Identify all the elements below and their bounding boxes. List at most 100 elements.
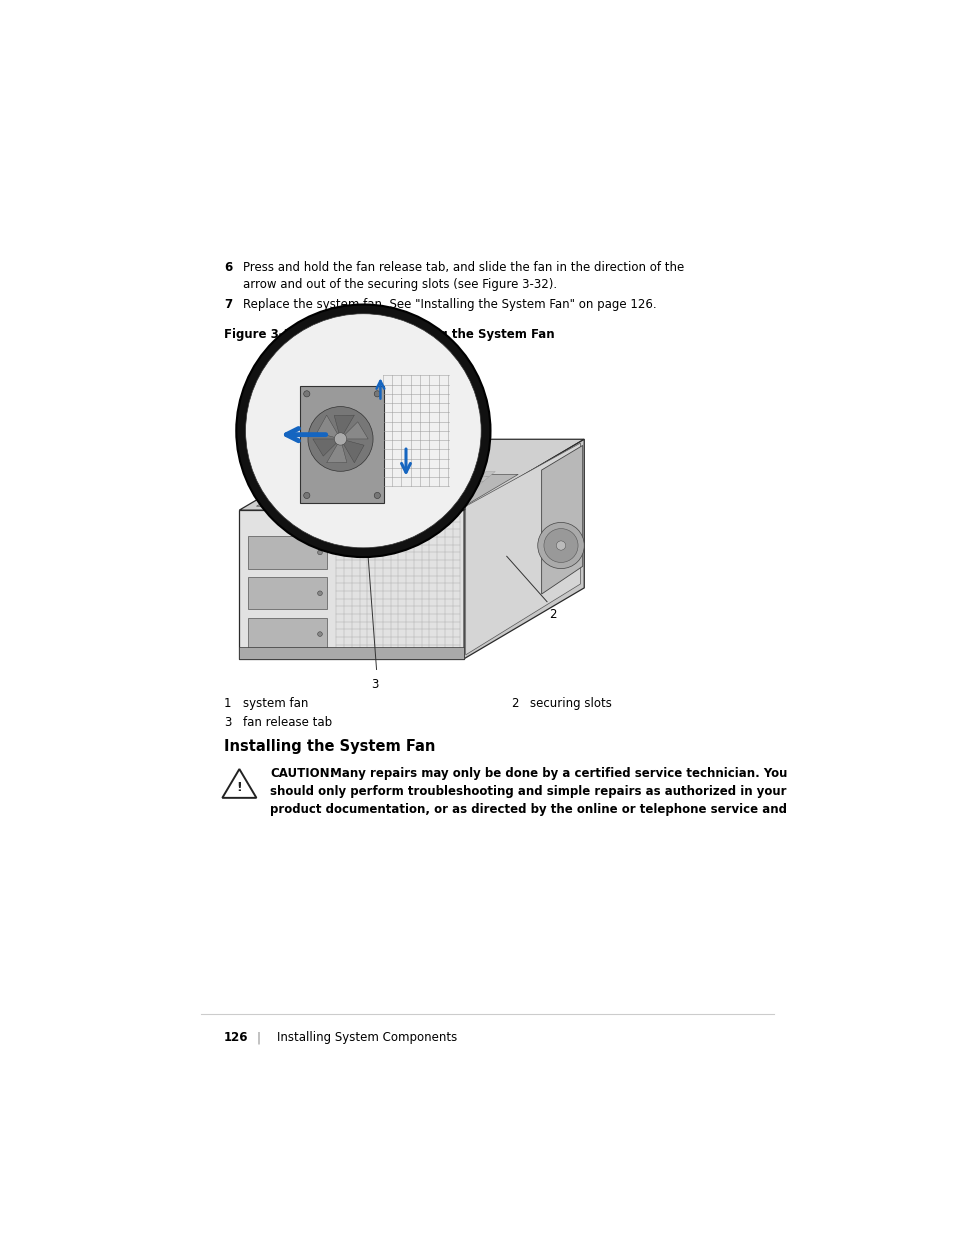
Circle shape	[317, 632, 322, 636]
Text: fan release tab: fan release tab	[243, 716, 332, 730]
Circle shape	[303, 493, 310, 499]
Polygon shape	[422, 501, 437, 506]
Polygon shape	[390, 501, 405, 506]
Text: Press and hold the fan release tab, and slide the fan in the direction of the: Press and hold the fan release tab, and …	[243, 262, 684, 274]
Polygon shape	[433, 501, 448, 506]
Polygon shape	[378, 501, 394, 506]
Polygon shape	[425, 472, 440, 477]
Polygon shape	[346, 474, 428, 506]
Polygon shape	[411, 501, 426, 506]
Polygon shape	[469, 472, 484, 477]
Text: Installing System Components: Installing System Components	[276, 1031, 456, 1045]
Polygon shape	[334, 415, 354, 435]
Polygon shape	[396, 487, 412, 492]
Polygon shape	[430, 477, 445, 482]
Text: CAUTION:: CAUTION:	[270, 767, 335, 779]
Polygon shape	[419, 477, 435, 482]
Text: Figure 3-32.: Figure 3-32.	[224, 329, 304, 341]
Polygon shape	[417, 496, 433, 501]
Polygon shape	[256, 474, 338, 506]
Polygon shape	[395, 496, 411, 501]
Polygon shape	[474, 477, 489, 482]
Polygon shape	[424, 482, 439, 487]
Polygon shape	[401, 492, 416, 496]
Circle shape	[374, 493, 380, 499]
Text: 1: 1	[380, 308, 388, 321]
Polygon shape	[409, 477, 424, 482]
Polygon shape	[450, 496, 465, 501]
Polygon shape	[461, 487, 476, 492]
FancyBboxPatch shape	[248, 618, 327, 651]
Text: Replace the system fan. See "Installing the System Fan" on page 126.: Replace the system fan. See "Installing …	[243, 298, 657, 310]
Polygon shape	[440, 487, 456, 492]
Polygon shape	[326, 443, 347, 463]
Polygon shape	[391, 492, 406, 496]
Circle shape	[317, 550, 322, 555]
Polygon shape	[445, 492, 460, 496]
Polygon shape	[446, 482, 461, 487]
Text: product documentation, or as directed by the online or telephone service and: product documentation, or as directed by…	[270, 804, 786, 816]
Polygon shape	[434, 492, 449, 496]
Polygon shape	[400, 501, 416, 506]
FancyBboxPatch shape	[248, 536, 327, 568]
Polygon shape	[239, 510, 464, 658]
Circle shape	[537, 522, 583, 568]
Polygon shape	[452, 477, 467, 482]
FancyBboxPatch shape	[299, 387, 384, 503]
Polygon shape	[479, 472, 495, 477]
Text: 7: 7	[224, 298, 232, 310]
Polygon shape	[406, 496, 421, 501]
Circle shape	[308, 406, 373, 472]
Polygon shape	[343, 422, 368, 438]
Text: 2: 2	[549, 608, 557, 621]
FancyBboxPatch shape	[248, 577, 327, 609]
Polygon shape	[391, 474, 473, 506]
Circle shape	[245, 314, 480, 548]
Circle shape	[374, 390, 380, 396]
Polygon shape	[462, 477, 478, 482]
Circle shape	[334, 432, 346, 445]
Polygon shape	[423, 492, 438, 496]
Text: |: |	[256, 1031, 260, 1045]
Circle shape	[236, 305, 490, 557]
Text: 2: 2	[510, 698, 517, 710]
Polygon shape	[429, 487, 444, 492]
Polygon shape	[428, 496, 443, 501]
Polygon shape	[407, 487, 422, 492]
Polygon shape	[412, 492, 428, 496]
Polygon shape	[465, 443, 579, 655]
Polygon shape	[313, 438, 336, 456]
Polygon shape	[414, 482, 429, 487]
Polygon shape	[468, 482, 483, 487]
Circle shape	[543, 529, 578, 562]
Circle shape	[317, 592, 322, 595]
Polygon shape	[343, 440, 364, 463]
Polygon shape	[456, 482, 472, 487]
Text: securing slots: securing slots	[530, 698, 611, 710]
Polygon shape	[384, 496, 399, 501]
Text: Removing and Installing the System Fan: Removing and Installing the System Fan	[287, 329, 555, 341]
Polygon shape	[316, 415, 337, 437]
Polygon shape	[436, 474, 517, 506]
Polygon shape	[451, 487, 466, 492]
Circle shape	[556, 541, 565, 550]
Polygon shape	[541, 446, 582, 594]
Polygon shape	[447, 472, 462, 477]
Text: 6: 6	[224, 262, 232, 274]
Text: system fan: system fan	[243, 698, 309, 710]
Text: arrow and out of the securing slots (see Figure 3-32).: arrow and out of the securing slots (see…	[243, 278, 557, 291]
Polygon shape	[457, 472, 473, 477]
Polygon shape	[456, 492, 471, 496]
Polygon shape	[418, 487, 434, 492]
Text: !: !	[236, 781, 242, 794]
Text: 3: 3	[224, 716, 231, 730]
Polygon shape	[436, 472, 452, 477]
Circle shape	[303, 390, 310, 396]
Polygon shape	[435, 482, 450, 487]
Polygon shape	[464, 440, 583, 658]
Polygon shape	[443, 501, 458, 506]
Polygon shape	[301, 474, 383, 506]
Text: Installing the System Fan: Installing the System Fan	[224, 739, 435, 753]
Polygon shape	[402, 482, 417, 487]
Text: 126: 126	[224, 1031, 248, 1045]
